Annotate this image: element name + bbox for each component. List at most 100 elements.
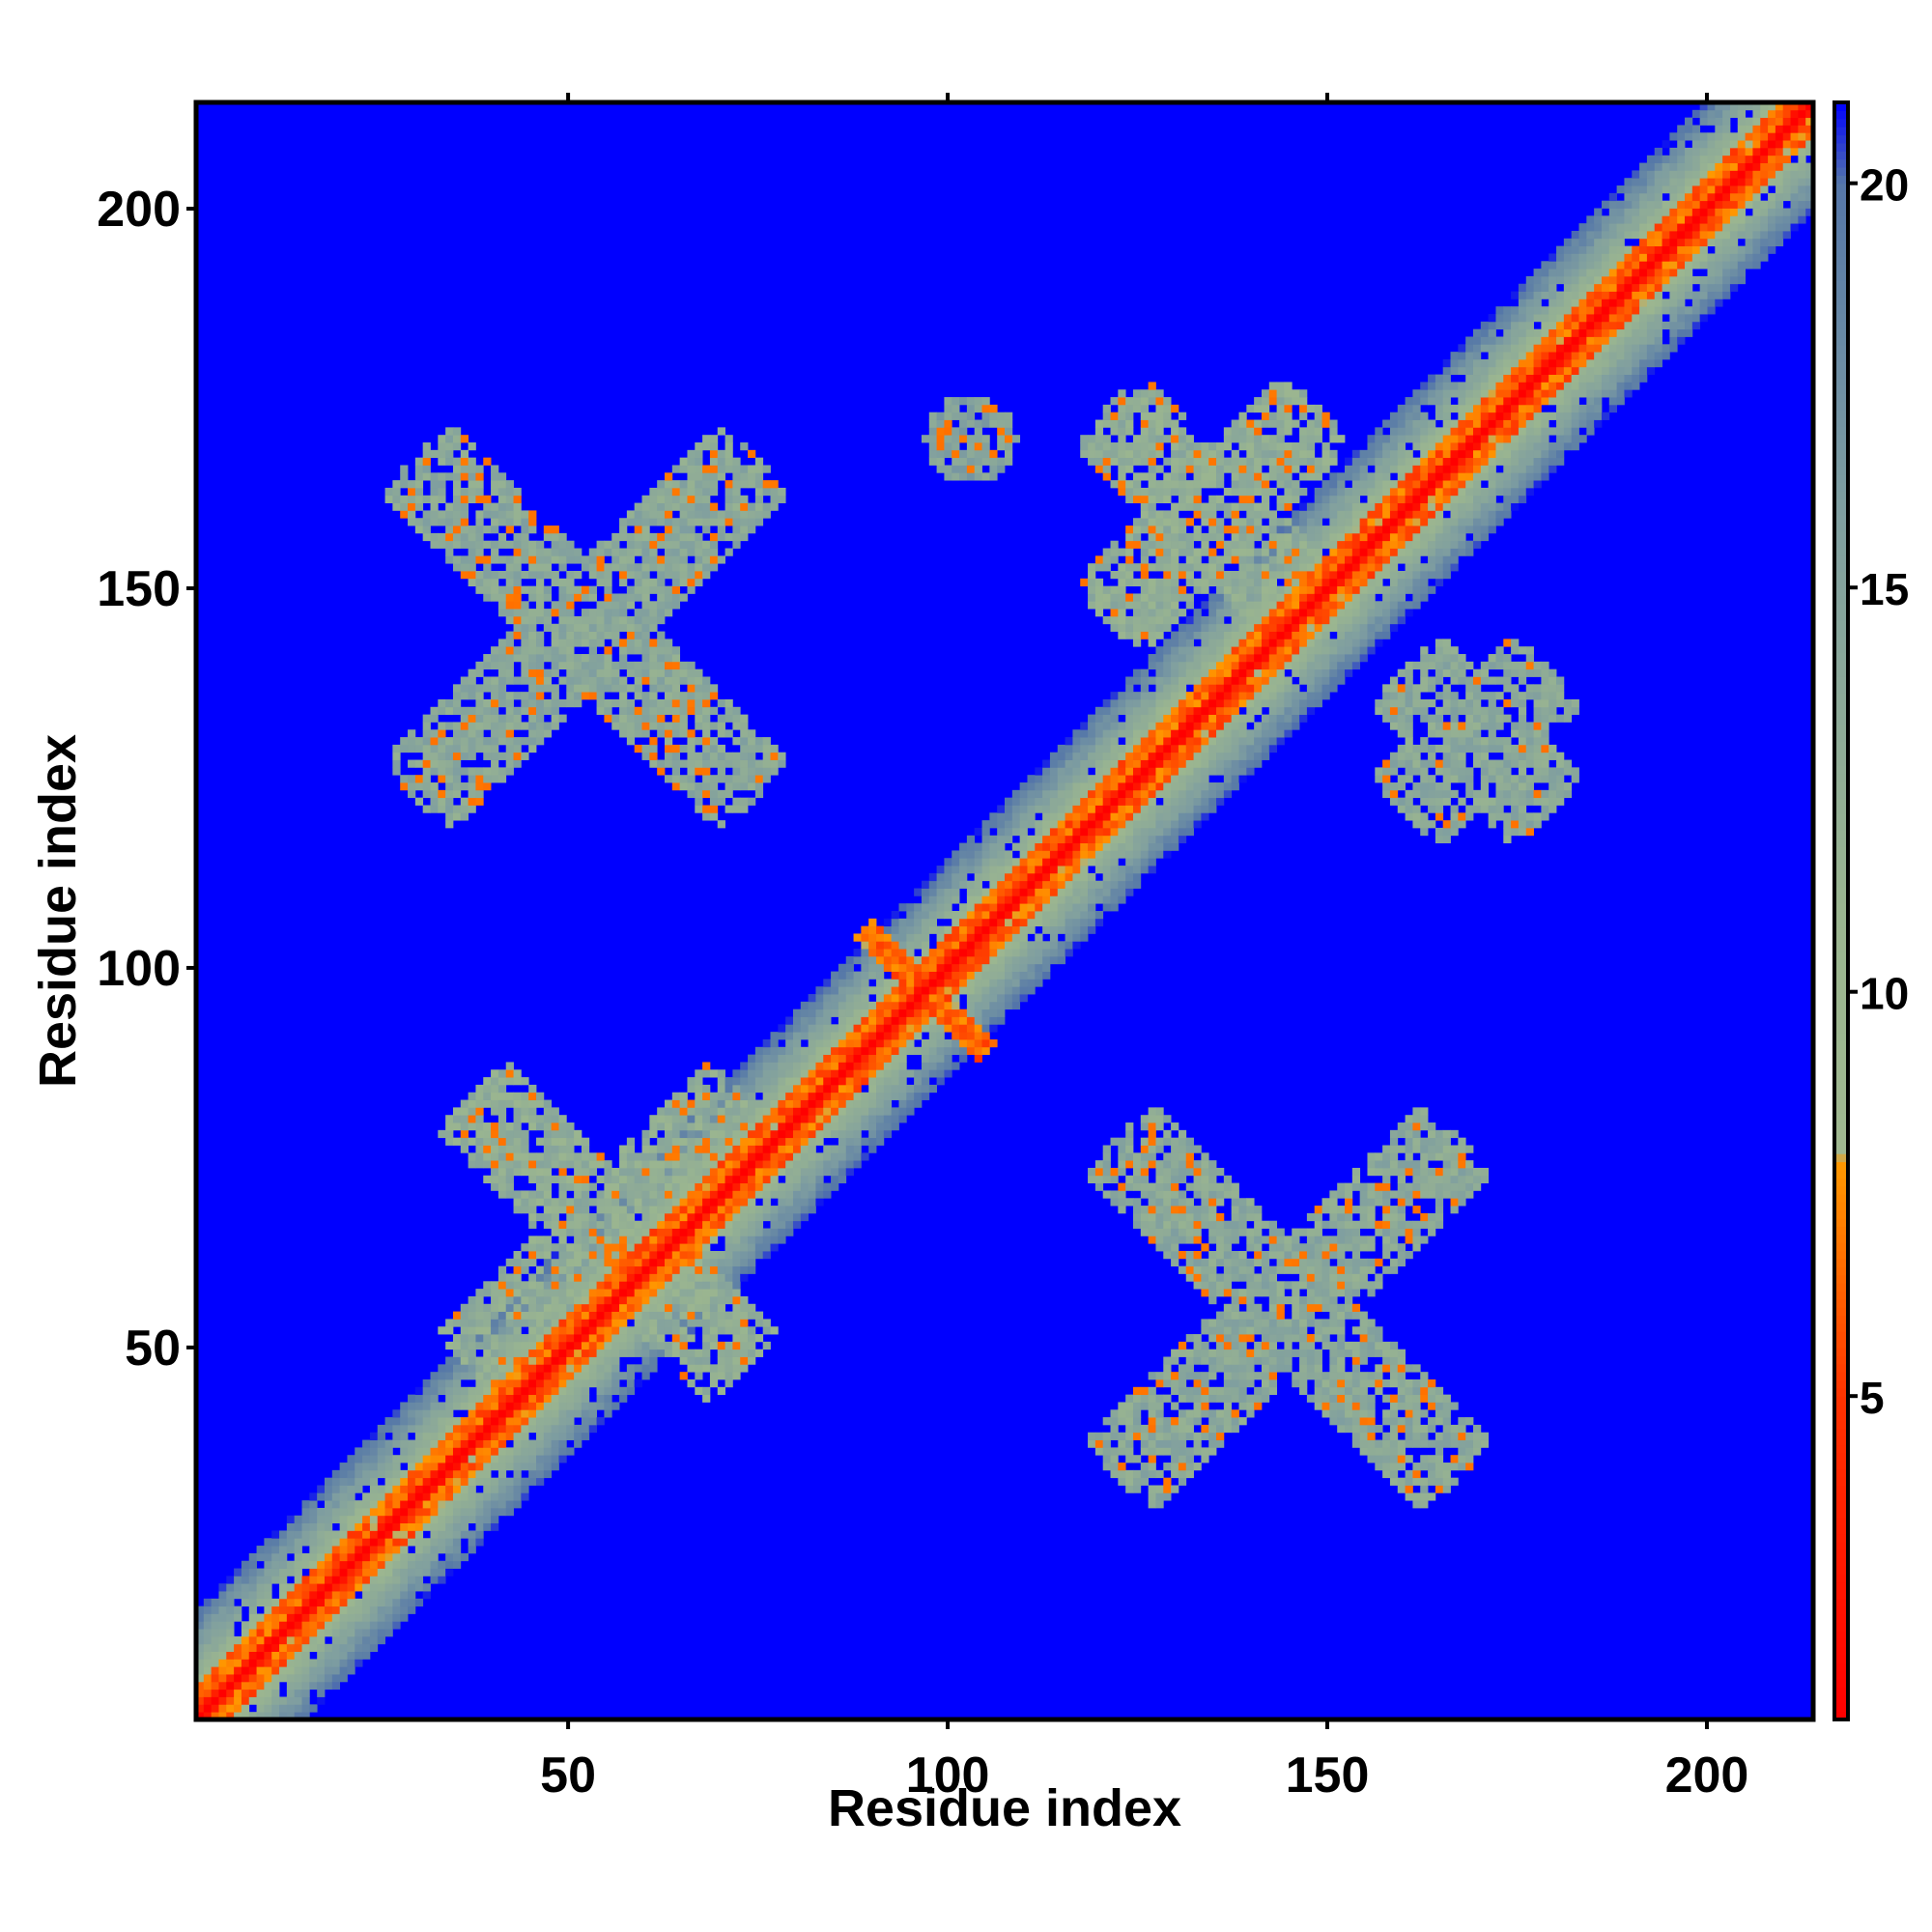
heatmap-cell xyxy=(558,615,567,625)
heatmap-cell xyxy=(536,540,545,549)
heatmap-cell xyxy=(709,510,719,519)
heatmap-cell xyxy=(687,465,696,473)
heatmap-cell xyxy=(649,1228,658,1236)
heatmap-cell xyxy=(679,1265,688,1274)
heatmap-cell xyxy=(497,639,507,647)
heatmap-cell xyxy=(505,1069,514,1078)
heatmap-cell xyxy=(679,1122,688,1131)
heatmap-cell xyxy=(687,1198,696,1207)
heatmap-cell xyxy=(762,1137,771,1146)
heatmap-cell xyxy=(861,949,869,957)
heatmap-cell xyxy=(898,941,907,950)
heatmap-cell xyxy=(702,1107,711,1116)
heatmap-cell xyxy=(657,767,666,776)
heatmap-cell xyxy=(1035,880,1043,889)
heatmap-cell xyxy=(604,714,612,723)
heatmap-cell xyxy=(966,888,976,896)
heatmap-cell xyxy=(347,1469,355,1479)
heatmap-cell xyxy=(619,684,628,693)
heatmap-cell xyxy=(566,1206,575,1214)
heatmap-cell xyxy=(309,1613,318,1622)
heatmap-cell xyxy=(944,925,952,934)
heatmap-cell xyxy=(657,570,666,580)
heatmap-cell xyxy=(513,502,522,511)
heatmap-cell xyxy=(974,986,982,995)
heatmap-cell xyxy=(845,1038,854,1048)
heatmap-cell xyxy=(671,585,681,594)
heatmap-cell xyxy=(679,1289,688,1297)
heatmap-cell xyxy=(460,487,469,497)
heatmap-cell xyxy=(331,1666,341,1675)
heatmap-cell xyxy=(543,1182,553,1191)
heatmap-cell xyxy=(588,692,597,700)
heatmap-cell xyxy=(384,495,393,503)
heatmap-cell xyxy=(808,1160,816,1169)
heatmap-cell xyxy=(687,698,696,708)
heatmap-cell xyxy=(491,661,499,670)
heatmap-cell xyxy=(883,1069,893,1078)
heatmap-cell xyxy=(483,526,492,534)
heatmap-cell xyxy=(414,1546,424,1554)
heatmap-cell xyxy=(505,752,514,760)
heatmap-cell xyxy=(611,1364,620,1373)
heatmap-cell xyxy=(634,593,642,602)
heatmap-cell xyxy=(952,412,960,420)
heatmap-cell xyxy=(596,661,605,670)
heatmap-cell xyxy=(732,487,741,497)
heatmap-cell xyxy=(709,1107,719,1116)
heatmap-cell xyxy=(377,1598,385,1607)
heatmap-cell xyxy=(966,1009,976,1017)
heatmap-cell xyxy=(324,1613,333,1622)
heatmap-cell xyxy=(891,1062,899,1070)
heatmap-cell xyxy=(1011,979,1021,987)
heatmap-cell xyxy=(687,692,696,700)
heatmap-cell xyxy=(921,1024,930,1033)
heatmap-cell xyxy=(521,646,529,655)
heatmap-cell xyxy=(497,1190,507,1199)
heatmap-cell xyxy=(430,1417,439,1426)
heatmap-cell xyxy=(898,955,907,965)
heatmap-cell xyxy=(430,1439,439,1448)
heatmap-cell xyxy=(483,1319,492,1327)
heatmap-cell xyxy=(687,1190,696,1199)
heatmap-cell xyxy=(468,805,476,813)
heatmap-cell xyxy=(241,1591,250,1600)
heatmap-cell xyxy=(695,1084,703,1094)
heatmap-cell xyxy=(611,1319,620,1327)
heatmap-cell xyxy=(574,661,582,670)
heatmap-cell xyxy=(271,1546,280,1554)
heatmap-cell xyxy=(748,1311,756,1320)
heatmap-cell xyxy=(528,1092,537,1100)
heatmap-cell xyxy=(475,1455,484,1463)
heatmap-cell xyxy=(347,1629,355,1637)
heatmap-cell xyxy=(657,631,666,639)
heatmap-cell xyxy=(475,1538,484,1547)
heatmap-cell xyxy=(196,1704,205,1713)
heatmap-cell xyxy=(1072,805,1081,813)
heatmap-cell xyxy=(347,1643,355,1652)
heatmap-cell xyxy=(966,1024,976,1033)
heatmap-cell xyxy=(475,1326,484,1335)
heatmap-cell xyxy=(438,775,446,783)
heatmap-cell xyxy=(1072,835,1081,843)
heatmap-cell xyxy=(483,1485,492,1493)
heatmap-cell xyxy=(928,911,937,920)
heatmap-cell xyxy=(551,532,559,542)
heatmap-cell xyxy=(944,1024,952,1033)
heatmap-cell xyxy=(505,1077,514,1086)
heatmap-cell xyxy=(528,737,537,746)
heatmap-cell xyxy=(626,1182,636,1191)
heatmap-cell xyxy=(588,1281,597,1290)
heatmap-cell xyxy=(475,480,484,489)
heatmap-cell xyxy=(211,1613,219,1622)
heatmap-cell xyxy=(762,1167,771,1177)
heatmap-cell xyxy=(408,1583,416,1592)
heatmap-cell xyxy=(408,1492,416,1501)
heatmap-cell xyxy=(981,404,990,413)
heatmap-cell xyxy=(317,1568,326,1577)
heatmap-cell xyxy=(521,1447,529,1456)
heatmap-cell xyxy=(536,585,545,594)
heatmap-cell xyxy=(883,1009,893,1017)
heatmap-cell xyxy=(513,1463,522,1471)
heatmap-cell xyxy=(657,1175,666,1184)
